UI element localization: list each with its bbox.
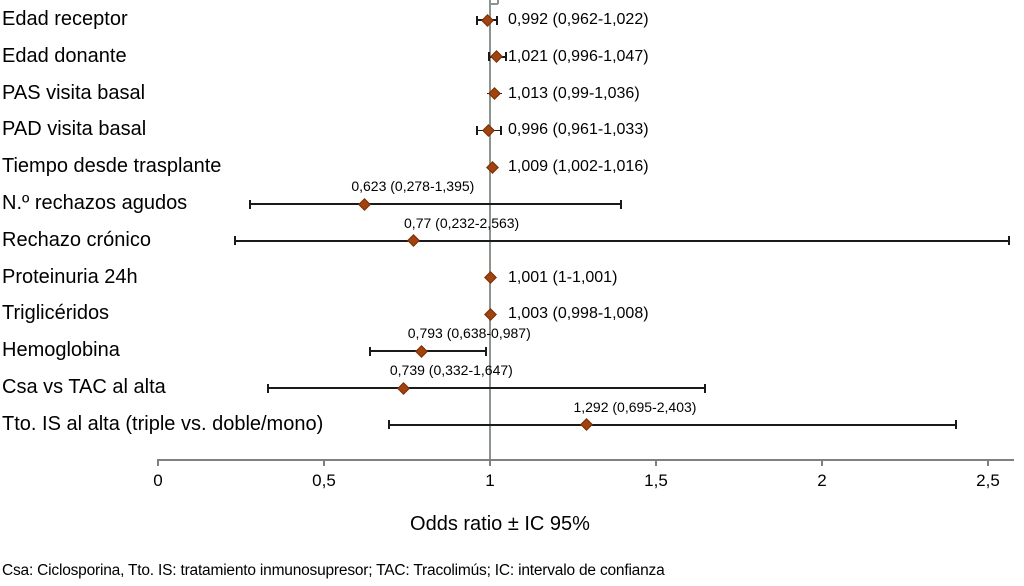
x-axis-line — [158, 459, 1014, 461]
ci-cap-high — [500, 125, 502, 135]
or-marker-diamond — [490, 50, 504, 64]
value-label: 1,021 (0,996-1,047) — [508, 47, 649, 65]
value-label: 0,992 (0,962-1,022) — [508, 11, 649, 28]
reference-line-cap — [497, 0, 499, 4]
ci-cap-high — [496, 15, 499, 25]
ci-cap-low — [387, 420, 390, 430]
x-axis-tick-label: 1,5 — [644, 471, 668, 490]
or-marker-diamond — [482, 124, 496, 137]
row-label: Rechazo crónico — [2, 228, 151, 251]
row-label: PAS visita basal — [2, 81, 146, 104]
value-label: 1,001 (1-1,001) — [508, 268, 618, 286]
ci-cap-low — [234, 236, 236, 246]
value-label: 0,77 (0,232-2,563) — [404, 214, 520, 231]
reference-line — [489, 0, 491, 459]
or-marker-diamond — [483, 271, 497, 284]
row-label: Tto. IS al alta (triple vs. doble/mono) — [2, 412, 324, 435]
row-label: Triglicéridos — [2, 302, 110, 325]
ci-cap-low — [487, 52, 490, 62]
value-label: 0,793 (0,638-0,987) — [407, 325, 531, 342]
row-label: Proteinuria 24h — [2, 265, 138, 288]
ci-line — [250, 203, 622, 205]
x-axis-tick-label: 0 — [153, 471, 163, 490]
value-label: 0,739 (0,332-1,647) — [389, 362, 513, 378]
row-label: Edad donante — [2, 44, 127, 67]
value-label: 0,623 (0,278-1,395) — [351, 178, 475, 194]
footnote: Csa: Ciclosporina, Tto. IS: tratamiento … — [2, 562, 665, 579]
x-axis-tick-label: 2 — [817, 471, 827, 490]
ci-cap-low — [368, 346, 371, 356]
or-marker-diamond — [396, 381, 410, 395]
value-label: 1,013 (0,99-1,036) — [508, 84, 640, 102]
ci-cap-high — [504, 52, 507, 62]
ci-line — [388, 423, 956, 426]
x-axis-tick — [821, 459, 823, 466]
x-axis-tick-label: 1 — [485, 471, 495, 490]
ci-cap-high — [620, 199, 623, 209]
or-marker-diamond — [407, 234, 420, 248]
row-label: Hemoglobina — [2, 339, 120, 362]
or-marker-diamond — [580, 418, 594, 432]
row-label: PAD visita basal — [2, 118, 147, 141]
x-axis-tick — [655, 459, 657, 466]
reference-line-cap — [490, 3, 498, 5]
ci-cap-high — [1008, 236, 1010, 246]
ci-cap-high — [484, 346, 487, 356]
ci-cap-low — [249, 199, 252, 209]
value-label: 1,292 (0,695-2,403) — [573, 398, 697, 415]
x-axis-tick — [987, 459, 989, 466]
ci-cap-high — [703, 383, 706, 393]
or-marker-diamond — [358, 197, 372, 211]
row-label: Csa vs TAC al alta — [2, 376, 166, 398]
ci-line — [369, 350, 486, 353]
row-label: N.º rechazos agudos — [2, 192, 188, 214]
row-label: Edad receptor — [2, 8, 128, 30]
x-axis-tick — [157, 459, 159, 466]
x-axis-tick — [323, 459, 325, 466]
row-label: Tiempo desde trasplante — [2, 155, 222, 178]
ci-line — [268, 387, 705, 389]
ci-line — [235, 239, 1009, 242]
x-axis-title: Odds ratio ± IC 95% — [410, 513, 590, 535]
or-marker-diamond — [484, 308, 498, 321]
ci-cap-high — [954, 420, 957, 430]
value-label: 0,996 (0,961-1,033) — [508, 121, 649, 139]
ci-cap-low — [267, 383, 270, 393]
ci-cap-low — [476, 125, 478, 135]
or-marker-diamond — [414, 344, 428, 358]
x-axis-tick — [489, 459, 491, 466]
value-label: 1,003 (0,998-1,008) — [508, 305, 649, 323]
x-axis-tick-label: 0,5 — [312, 471, 336, 490]
ci-cap-low — [476, 15, 479, 25]
or-marker-diamond — [480, 13, 494, 27]
value-label: 1,009 (1,002-1,016) — [508, 158, 649, 176]
x-axis-tick-label: 2,5 — [976, 471, 1000, 490]
